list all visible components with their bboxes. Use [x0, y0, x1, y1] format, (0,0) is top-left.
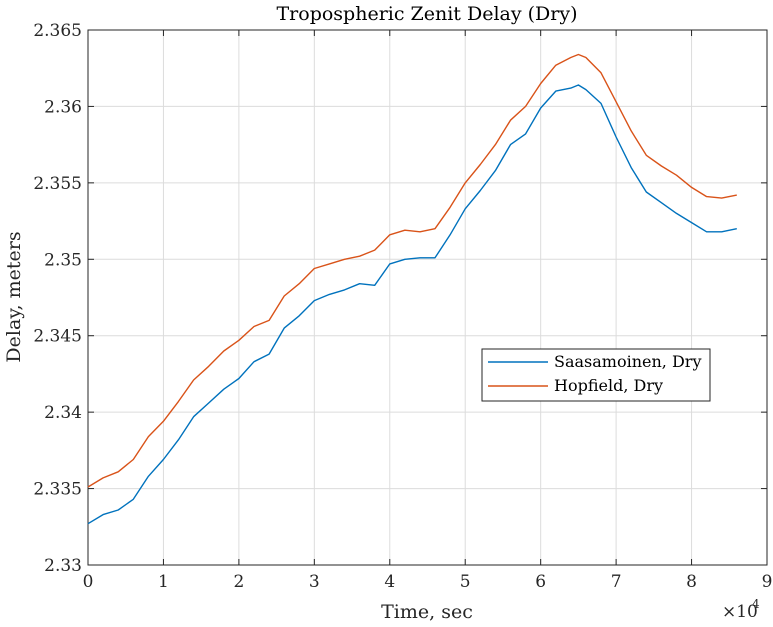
- x-tick-label: 2: [233, 572, 244, 592]
- y-axis-label: Delay, meters: [3, 231, 25, 362]
- x-tick-label: 3: [309, 572, 320, 592]
- x-tick-label: 7: [611, 572, 622, 592]
- series-line-saasamoinen: [87, 84, 737, 525]
- x-tick-label: 5: [460, 572, 471, 592]
- x-axis-exponent-base: ×10: [722, 602, 758, 622]
- legend: Saasamoinen, Dry Hopfield, Dry: [481, 348, 711, 402]
- y-tick-label: 2.35: [44, 250, 82, 270]
- y-tick-label: 2.345: [33, 327, 82, 347]
- legend-label-hopfield: Hopfield, Dry: [554, 376, 663, 395]
- y-tick-label: 2.335: [33, 480, 82, 500]
- series-lines: [87, 53, 737, 525]
- series-line-hopfield: [87, 53, 737, 488]
- chart-title: Tropospheric Zenit Delay (Dry): [277, 3, 578, 25]
- x-tick-label: 4: [384, 572, 395, 592]
- grid-lines: [87, 29, 768, 566]
- y-tick-label: 2.36: [44, 97, 82, 117]
- x-axis-exponent: ×10 4: [722, 597, 760, 622]
- y-tick-label: 2.365: [33, 21, 82, 41]
- x-tick-label: 0: [83, 572, 94, 592]
- x-axis-label: Time, sec: [381, 601, 473, 623]
- x-tick-label: 6: [535, 572, 546, 592]
- y-tick-label: 2.34: [44, 403, 82, 423]
- x-tick-label: 1: [158, 572, 169, 592]
- legend-box: [481, 348, 711, 402]
- x-axis-exponent-power: 4: [752, 597, 760, 611]
- y-tick-label: 2.355: [33, 174, 82, 194]
- axis-ticks: 0 1 2 3 4 5 6 7 8 9 2.33 2.335 2.34 2.345 2.35 2.355 2.3…: [33, 21, 772, 592]
- x-tick-label: 8: [686, 572, 697, 592]
- x-tick-label: 9: [762, 572, 773, 592]
- y-tick-label: 2.33: [44, 556, 82, 576]
- plot-frame: [87, 29, 768, 566]
- legend-label-saasamoinen: Saasamoinen, Dry: [554, 352, 701, 371]
